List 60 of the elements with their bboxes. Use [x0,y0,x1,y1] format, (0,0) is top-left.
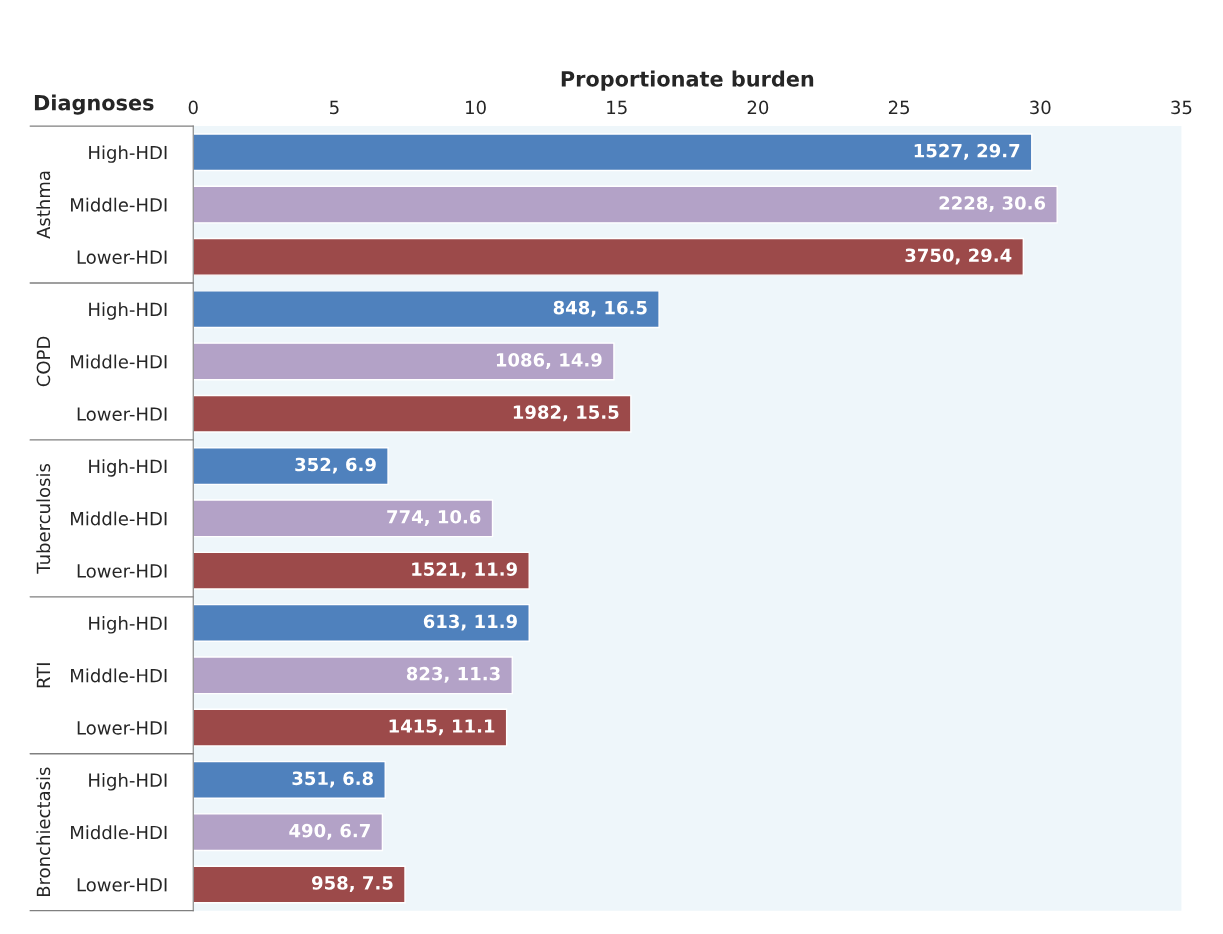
bar [193,237,1025,276]
x-tick-label: 35 [1171,100,1192,115]
text: Bronchiectasis [36,767,51,897]
bar [193,290,660,329]
data-label: 848, 16.5 [553,300,647,317]
data-label: 958, 7.5 [311,876,393,893]
bar [193,813,384,852]
x-tick-label: 5 [330,100,339,115]
y-tick-label: Middle-HDI [71,354,167,369]
data-label: 1521, 11.9 [412,562,517,579]
y-tick-label: Lower-HDI [77,878,167,892]
text: Tuberculosis [36,463,51,574]
data-label: 1086, 14.9 [496,353,602,369]
x-tick-label: 30 [1030,100,1051,115]
data-label: 1982, 15.5 [513,405,619,422]
data-label: 352, 6.9 [295,457,376,474]
y-tick-label: Lower-HDI [77,721,167,735]
y-tick-label: Lower-HDI [77,250,167,264]
text: Asthma [36,171,51,239]
y-tick-label: Middle-HDI [71,511,167,526]
bar [193,185,1058,224]
y-axis-title: Diagnoses [34,94,154,115]
bar [193,133,1033,172]
y-tick-label: High-HDI [89,616,167,634]
y-tick-label: Lower-HDI [77,407,167,421]
data-label: 1527, 29.7 [914,143,1020,160]
y-tick-label: Lower-HDI [77,564,167,578]
y-tick-label: High-HDI [89,459,167,477]
y-tick-label: High-HDI [89,145,167,163]
x-axis-title: Proportionate burden [561,70,814,91]
data-label: 774, 10.6 [387,509,481,526]
bar [193,394,632,433]
x-tick-label: 25 [888,100,909,115]
bar [193,603,530,642]
y-tick-label: High-HDI [89,302,167,320]
text: COPD [36,336,51,387]
x-tick-label: 10 [466,100,486,115]
bar [193,447,389,486]
bar [193,499,494,538]
bar [193,865,406,904]
data-label: 351, 6.8 [292,771,373,788]
bar [193,656,513,695]
data-label: 3750, 29.4 [905,248,1012,265]
x-tick-label: 15 [607,100,627,115]
bar [193,551,530,590]
data-label: 1415, 11.1 [389,719,495,736]
data-label: 2228, 30.6 [939,196,1046,213]
y-tick-label: Middle-HDI [71,825,167,840]
data-label: 823, 11.3 [406,666,500,683]
y-tick-label: Middle-HDI [71,197,167,212]
bar [193,760,386,799]
text: RTI [36,663,50,688]
x-tick-label: 0 [188,100,198,115]
x-tick-label: 20 [747,100,769,115]
data-label: 490, 6.7 [289,823,370,840]
y-tick-label: High-HDI [89,773,167,791]
y-tick-label: Middle-HDI [71,668,167,683]
bar [193,342,615,381]
data-label: 613, 11.9 [423,614,517,631]
bar [193,708,508,747]
